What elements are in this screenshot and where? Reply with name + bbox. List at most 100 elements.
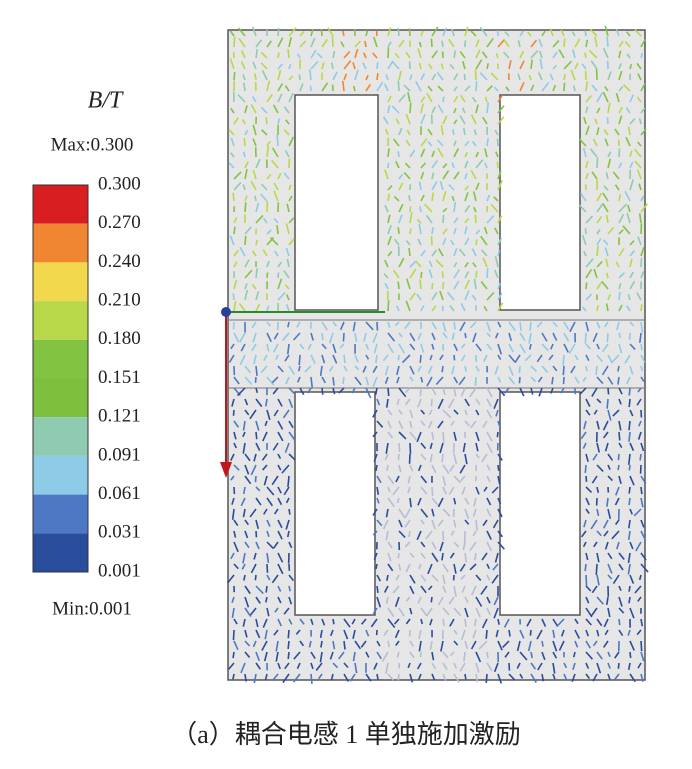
flux-arrow <box>629 161 634 169</box>
flux-arrow <box>618 618 621 626</box>
flux-arrow <box>453 119 458 125</box>
flux-arrow <box>627 126 631 136</box>
flux-arrow <box>264 420 268 427</box>
flux-arrow <box>431 159 439 169</box>
flux-arrow <box>287 640 290 650</box>
flux-arrow <box>614 184 620 191</box>
flux-arrow <box>492 563 499 571</box>
flux-arrow <box>451 332 455 340</box>
flux-arrow <box>607 387 610 395</box>
flux-arrow <box>497 105 505 114</box>
flux-arrow <box>640 52 644 59</box>
flux-arrow <box>417 596 422 604</box>
flux-arrow <box>639 453 642 461</box>
flux-arrow <box>395 160 400 169</box>
flux-arrow <box>585 585 592 592</box>
flux-arrow <box>405 139 411 147</box>
flux-arrow <box>420 618 424 625</box>
flux-arrow <box>442 387 446 396</box>
flux-arrow <box>442 574 446 585</box>
flux-arrow <box>255 239 258 246</box>
flux-arrow <box>420 486 428 495</box>
flux-arrow <box>230 475 235 481</box>
flux-arrow <box>482 519 488 527</box>
flux-arrow <box>420 343 425 353</box>
flux-arrow <box>604 86 609 92</box>
flux-arrow <box>409 651 415 659</box>
flux-arrow <box>417 332 422 340</box>
flux-arrow <box>365 651 370 658</box>
flux-arrow <box>618 272 626 279</box>
flux-arrow <box>435 259 444 268</box>
flux-arrow <box>409 607 413 615</box>
flux-arrow <box>640 83 646 92</box>
flux-arrow <box>262 431 268 442</box>
flux-arrow <box>343 640 346 650</box>
flux-arrow <box>486 102 490 114</box>
flux-arrow <box>453 343 459 352</box>
flux-arrow <box>387 27 392 37</box>
flux-arrow <box>637 431 642 440</box>
flux-arrow <box>618 40 624 48</box>
flux-arrow <box>464 279 470 290</box>
flux-arrow <box>502 51 510 59</box>
flux-arrow <box>602 640 609 648</box>
flux-arrow <box>288 365 296 375</box>
flux-arrow <box>286 258 290 268</box>
flux-arrow <box>442 651 449 659</box>
flux-arrow <box>481 249 488 257</box>
flux-arrow <box>480 281 488 290</box>
flux-arrow <box>472 629 477 639</box>
flux-arrow <box>470 640 477 650</box>
flux-arrow <box>638 183 642 191</box>
flux-arrow <box>408 28 411 37</box>
flux-arrow <box>530 387 534 395</box>
flux-arrow <box>243 82 246 92</box>
flux-arrow <box>409 552 415 558</box>
flux-arrow <box>299 30 305 37</box>
flux-arrow <box>481 618 488 629</box>
flux-arrow <box>640 486 643 495</box>
flux-arrow <box>580 431 587 440</box>
flux-arrow <box>420 148 426 158</box>
flux-arrow <box>470 585 477 596</box>
flux-arrow <box>287 48 290 59</box>
flux-arrow <box>562 354 565 366</box>
flux-arrow <box>244 607 252 618</box>
flux-arrow <box>497 292 503 301</box>
flux-arrow <box>537 72 543 81</box>
flux-arrow <box>405 387 411 394</box>
flux-arrow <box>387 251 393 257</box>
flux-arrow <box>331 36 334 48</box>
flux-arrow <box>417 497 422 506</box>
flux-arrow <box>244 453 251 462</box>
flux-arrow <box>288 596 293 605</box>
flux-arrow <box>266 519 271 527</box>
flux-arrow <box>296 376 301 383</box>
flux-arrow <box>372 409 378 418</box>
flux-arrow <box>229 235 235 246</box>
flux-arrow <box>514 354 521 364</box>
flux-arrow <box>351 618 356 625</box>
flux-arrow <box>492 519 499 529</box>
flux-arrow <box>405 240 411 246</box>
flux-arrow <box>585 81 589 92</box>
flux-arrow <box>449 618 455 627</box>
flux-arrow <box>549 73 554 81</box>
flux-arrow <box>519 82 525 92</box>
flux-arrow <box>473 497 477 507</box>
flux-arrow <box>255 420 260 431</box>
flux-arrow <box>233 519 239 527</box>
flux-arrow <box>640 203 649 213</box>
flux-arrow <box>508 673 516 681</box>
flux-arrow <box>596 651 603 660</box>
flux-arrow <box>244 409 250 416</box>
flux-arrow <box>606 332 609 343</box>
flux-arrow <box>319 629 323 639</box>
flux-arrow <box>618 162 623 169</box>
flux-arrow <box>563 673 568 681</box>
flux-arrow <box>574 629 581 639</box>
flux-arrow <box>622 84 631 92</box>
flux-arrow <box>484 162 488 169</box>
flux-arrow <box>277 398 283 407</box>
